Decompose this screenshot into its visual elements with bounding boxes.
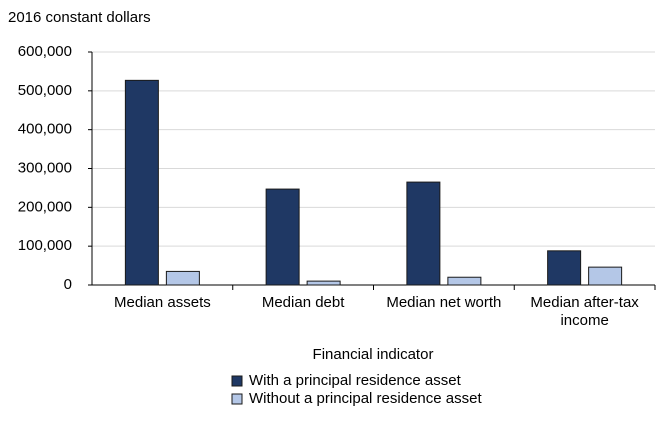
- y-tick-label: 500,000: [18, 82, 72, 99]
- x-tick-label: Median assets: [114, 294, 211, 311]
- x-axis-label: Financial indicator: [313, 346, 434, 363]
- bar: [588, 266, 623, 286]
- bar: [547, 250, 582, 286]
- bar: [406, 181, 441, 286]
- bar: [165, 270, 200, 286]
- y-tick-label: 400,000: [18, 121, 72, 138]
- x-tick-label: Median net worth: [386, 294, 502, 311]
- bar: [265, 188, 300, 286]
- y-tick-label: 300,000: [18, 159, 72, 176]
- legend-swatch: [231, 375, 243, 387]
- y-tick-label: 100,000: [18, 237, 72, 254]
- legend-swatch: [231, 393, 243, 405]
- x-tick-label: Median after-tax income: [530, 294, 639, 329]
- y-tick-label: 0: [64, 276, 72, 293]
- y-axis-label: 2016 constant dollars: [8, 9, 151, 26]
- bar: [306, 280, 341, 286]
- x-tick-label: Median debt: [261, 294, 345, 311]
- legend-label: Without a principal residence asset: [249, 390, 482, 407]
- y-tick-label: 600,000: [18, 43, 72, 60]
- y-tick-label: 200,000: [18, 198, 72, 215]
- legend-label: With a principal residence asset: [249, 372, 462, 389]
- bar: [447, 276, 482, 286]
- bar: [124, 79, 159, 286]
